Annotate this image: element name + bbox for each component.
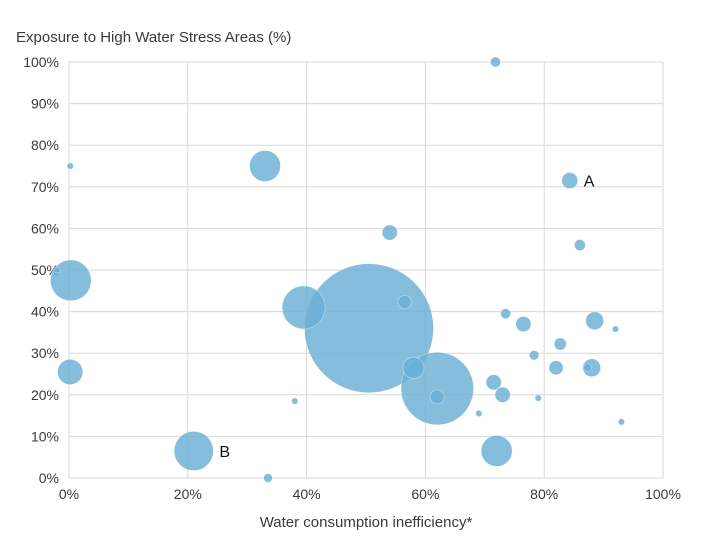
- annotation-labels: AB: [219, 174, 594, 461]
- data-bubble: [534, 394, 542, 402]
- data-bubble: [281, 285, 326, 330]
- data-bubble: [381, 224, 398, 241]
- data-bubble: [583, 363, 592, 373]
- x-tick-label: 0%: [59, 486, 79, 502]
- data-bubble: [529, 350, 540, 361]
- data-bubble: [480, 435, 513, 467]
- x-tick-label: 20%: [174, 486, 202, 502]
- x-axis-label: Water consumption inefficiency*: [260, 514, 473, 531]
- data-bubble: [500, 308, 511, 320]
- y-tick-label: 40%: [31, 304, 59, 320]
- bubble-series: [50, 56, 625, 483]
- data-bubble: [585, 311, 604, 330]
- x-tick-label: 40%: [293, 486, 321, 502]
- data-bubble: [490, 56, 501, 68]
- y-tick-label: 0%: [39, 470, 59, 486]
- y-tick-labels: 0%10%20%30%40%50%60%70%80%90%100%: [23, 54, 59, 486]
- y-tick-label: 20%: [31, 387, 59, 403]
- data-bubble: [548, 360, 564, 376]
- data-bubble: [57, 358, 84, 385]
- x-tick-label: 100%: [645, 486, 681, 502]
- y-tick-label: 60%: [31, 220, 59, 236]
- x-tick-label: 80%: [530, 486, 558, 502]
- data-bubble: [249, 150, 281, 182]
- data-bubble: [475, 410, 483, 418]
- annotation-label: A: [584, 174, 595, 191]
- data-bubble: [397, 295, 412, 309]
- data-bubble: [430, 389, 445, 405]
- y-axis-label: Exposure to High Water Stress Areas (%): [16, 29, 291, 46]
- x-tick-labels: 0% 20% 40% 60% 80% 100%: [59, 486, 681, 502]
- y-tick-label: 30%: [31, 345, 59, 361]
- data-bubble: [402, 356, 425, 379]
- y-tick-label: 100%: [23, 54, 59, 70]
- data-bubble: [515, 316, 532, 332]
- data-bubble: [173, 431, 214, 471]
- data-bubble: [53, 266, 61, 274]
- data-bubble: [553, 337, 567, 351]
- annotation-label: B: [219, 444, 230, 461]
- data-bubble: [291, 397, 299, 405]
- data-bubble: [617, 418, 625, 426]
- data-bubble: [574, 239, 586, 251]
- data-bubble: [485, 374, 502, 391]
- data-bubble: [494, 386, 511, 403]
- data-bubble: [66, 162, 74, 170]
- data-bubble: [263, 473, 273, 483]
- y-tick-label: 90%: [31, 96, 59, 112]
- x-tick-label: 60%: [411, 486, 439, 502]
- y-tick-label: 70%: [31, 179, 59, 195]
- y-tick-label: 10%: [31, 428, 59, 444]
- data-bubble: [611, 325, 619, 333]
- y-tick-label: 80%: [31, 137, 59, 153]
- data-bubble: [561, 172, 579, 189]
- data-bubble: [50, 259, 92, 302]
